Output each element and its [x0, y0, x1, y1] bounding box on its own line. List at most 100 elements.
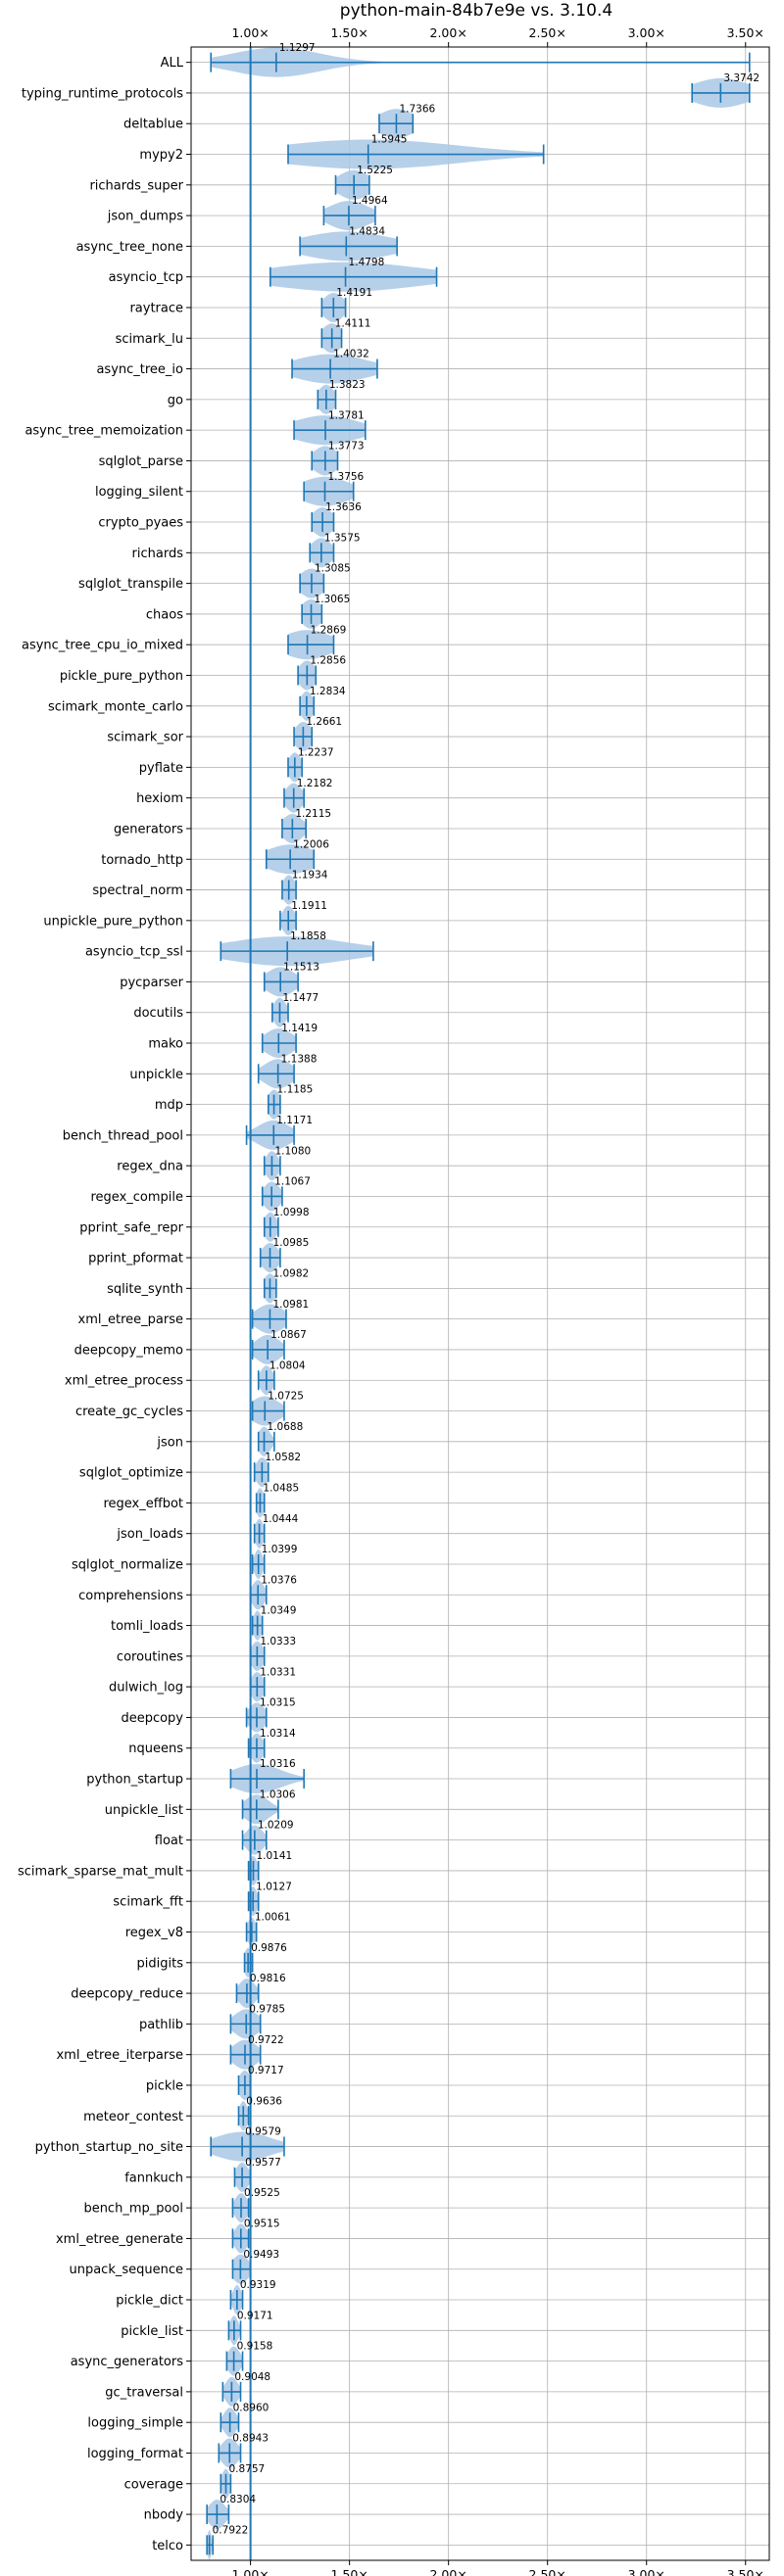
benchmark-label: pycparser: [120, 976, 183, 990]
benchmark-label: spectral_norm: [92, 883, 183, 898]
mean-value-label: 1.0399: [262, 1544, 298, 1555]
label-layer: 1.1297 3.3742 1.7366 1.5945 1.5225 1.4964 1.48…: [213, 42, 760, 2537]
benchmark-label: deepcopy_reduce: [71, 1987, 183, 2002]
mean-value-label: 0.9876: [251, 1942, 287, 1954]
mean-value-label: 1.0981: [272, 1299, 309, 1311]
benchmark-label: telco: [152, 2539, 183, 2553]
mean-value-label: 1.0998: [273, 1207, 310, 1218]
benchmark-label: raytrace: [129, 301, 183, 315]
mean-value-label: 1.1297: [279, 42, 316, 54]
mean-value-label: 1.2856: [310, 655, 346, 667]
mean-value-label: 1.1067: [274, 1176, 311, 1188]
x-tick-label: 1.00×: [231, 2567, 269, 2576]
mean-value-label: 1.2115: [295, 808, 331, 820]
x-tick-label: 1.50×: [330, 25, 368, 40]
benchmark-label: crypto_pyaes: [98, 516, 183, 531]
mean-value-label: 0.9816: [250, 1973, 286, 1984]
benchmark-label: unpickle_list: [105, 1803, 183, 1818]
benchmark-label: pickle_dict: [116, 2294, 183, 2309]
x-tick-label: 2.00×: [430, 2567, 467, 2576]
benchmark-label: json_loads: [116, 1527, 183, 1542]
benchmark-label: mypy2: [139, 148, 183, 163]
mean-value-label: 1.3085: [315, 563, 351, 575]
benchmark-label: logging_format: [87, 2447, 183, 2461]
benchmark-label: richards_super: [89, 178, 183, 193]
mean-value-label: 1.1080: [274, 1145, 311, 1157]
benchmark-label: mako: [148, 1037, 183, 1052]
benchmark-label: deepcopy_memo: [74, 1343, 183, 1358]
benchmark-label: pathlib: [139, 2018, 183, 2032]
benchmark-label: bench_thread_pool: [63, 1128, 183, 1143]
benchmark-label: nbody: [144, 2508, 184, 2523]
mean-value-label: 1.3636: [325, 501, 362, 513]
benchmark-label: regex_compile: [90, 1190, 183, 1205]
benchmark-label: pprint_pformat: [88, 1252, 183, 1266]
mean-value-label: 1.2869: [311, 624, 347, 636]
x-tick-label: 1.00×: [231, 25, 269, 40]
benchmark-label: coroutines: [117, 1649, 183, 1664]
mean-value-label: 1.0867: [270, 1329, 307, 1341]
mean-value-label: 0.7922: [213, 2524, 249, 2536]
benchmark-label: nqueens: [128, 1741, 183, 1756]
plot-frame: [190, 46, 770, 2561]
benchmark-label: xml_etree_generate: [56, 2232, 183, 2247]
benchmark-label: chaos: [146, 607, 183, 622]
benchmark-label: unpickle: [129, 1068, 183, 1082]
chart-title: python-main-84b7e9e vs. 3.10.4: [340, 1, 612, 21]
x-tick-label: 2.50×: [529, 25, 566, 40]
benchmark-label: go: [168, 393, 183, 407]
benchmark-label: python_startup_no_site: [35, 2140, 183, 2155]
benchmark-label: pyflate: [139, 761, 183, 776]
mean-value-label: 3.3742: [723, 72, 760, 84]
mean-value-label: 1.3065: [315, 594, 351, 605]
mean-value-label: 0.8304: [220, 2494, 256, 2505]
mean-value-label: 0.9636: [246, 2095, 282, 2107]
benchmark-label: xml_etree_iterparse: [56, 2048, 183, 2063]
mean-value-label: 1.0582: [265, 1452, 301, 1463]
benchmark-label: meteor_contest: [83, 2110, 183, 2124]
benchmark-label: create_gc_cycles: [75, 1405, 183, 1419]
mean-value-label: 1.0485: [263, 1483, 299, 1495]
benchmark-label: async_tree_io: [96, 362, 183, 377]
x-tick-label: 3.50×: [727, 2567, 764, 2576]
x-tick-label: 2.00×: [430, 25, 467, 40]
benchmark-label: ALL: [161, 56, 184, 71]
benchmark-label: deepcopy: [121, 1711, 183, 1726]
mean-value-label: 0.9577: [245, 2157, 281, 2169]
benchmark-label: richards: [132, 547, 184, 561]
mean-value-label: 1.0688: [268, 1421, 304, 1433]
benchmark-label: generators: [114, 822, 183, 836]
benchmark-label: comprehensions: [78, 1589, 183, 1603]
marker-layer: [206, 52, 751, 2555]
mean-value-label: 1.1513: [283, 962, 319, 974]
benchmark-label: json_dumps: [107, 210, 183, 224]
benchmark-label: gc_traversal: [105, 2385, 183, 2400]
mean-value-label: 1.0306: [260, 1789, 296, 1800]
mean-value-label: 0.9048: [234, 2371, 270, 2383]
mean-value-label: 1.1858: [290, 930, 326, 942]
mean-value-label: 1.7366: [399, 103, 435, 115]
mean-value-label: 1.1419: [281, 1023, 318, 1034]
mean-value-label: 1.0061: [255, 1912, 291, 1924]
mean-value-label: 1.0349: [261, 1605, 297, 1617]
benchmark-label: hexiom: [136, 791, 183, 806]
mean-value-label: 1.0985: [273, 1237, 310, 1249]
benchmark-label: sqlite_synth: [107, 1282, 183, 1297]
benchmark-label: sqlglot_transpile: [78, 577, 183, 592]
x-axis-bottom: 1.00× 1.50× 2.00× 2.50× 3.00× 3.50×: [231, 2560, 764, 2576]
mean-value-label: 1.0982: [272, 1267, 309, 1279]
mean-value-label: 1.3575: [324, 532, 361, 544]
mean-value-label: 1.0315: [260, 1697, 296, 1709]
benchmark-label: dulwich_log: [109, 1681, 183, 1695]
mean-value-label: 1.3773: [328, 441, 365, 453]
benchmark-label: xml_etree_parse: [78, 1312, 183, 1327]
benchmark-label: sqlglot_parse: [99, 454, 183, 469]
mean-value-label: 1.4111: [335, 317, 371, 329]
mean-value-label: 0.8960: [233, 2402, 270, 2413]
benchmark-label: pprint_safe_repr: [79, 1220, 183, 1235]
mean-value-label: 1.2006: [293, 838, 329, 850]
benchmark-label: unpack_sequence: [69, 2263, 183, 2277]
mean-value-label: 1.5945: [371, 134, 408, 146]
benchmark-label: async_generators: [71, 2355, 184, 2369]
benchmark-label: pickle: [146, 2078, 183, 2093]
